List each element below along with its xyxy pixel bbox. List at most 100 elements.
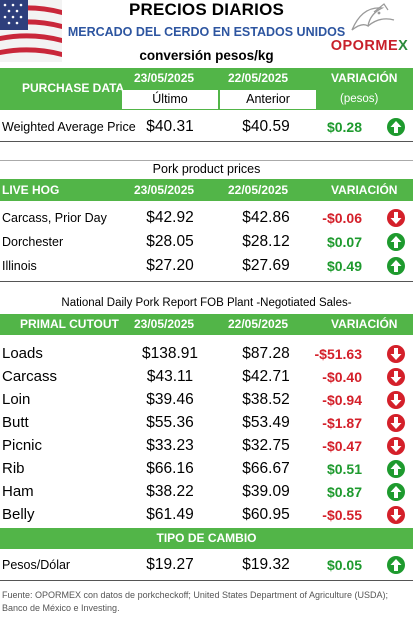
table-row: Dorchester $28.05 $28.12 $0.07 [0, 231, 413, 253]
livehog-header-bar: LIVE HOG 23/05/2025 22/05/2025 VARIACIÓN [0, 179, 413, 201]
row-label: Butt [2, 414, 29, 431]
column-date-current: 23/05/2025 [134, 71, 195, 85]
value-current: $19.27 [146, 556, 194, 573]
row-label: Rib [2, 460, 25, 477]
value-variation: -$0.40 [322, 369, 362, 385]
arrow-up-icon [386, 256, 406, 276]
value-variation: $0.49 [326, 258, 362, 274]
value-current: $28.05 [146, 233, 194, 250]
value-variation: -$0.55 [322, 507, 362, 523]
value-current: $61.49 [146, 506, 194, 523]
value-variation: $0.07 [326, 234, 362, 250]
column-date-current: 23/05/2025 [134, 183, 195, 197]
opormex-logo [322, 0, 413, 62]
value-current: $138.91 [141, 345, 199, 362]
section-label: PURCHASE DATA [22, 81, 125, 95]
value-variation: $0.28 [326, 119, 362, 135]
row-label: Carcass [2, 368, 58, 385]
table-row: Carcass $43.11 $42.71 -$0.40 [0, 366, 413, 388]
arrow-up-icon [386, 482, 406, 502]
value-variation: $0.05 [326, 557, 362, 573]
conversion-note: conversión pesos/kg [139, 48, 274, 63]
arrow-down-icon [386, 344, 406, 364]
source-note: Fuente: OPORMEX con datos de porkcheckof… [2, 590, 389, 613]
arrow-up-icon [386, 117, 406, 137]
divider [0, 580, 413, 581]
value-previous: $32.75 [242, 437, 290, 454]
value-current: $66.16 [146, 460, 194, 477]
value-variation: $0.51 [326, 461, 362, 477]
table-row: Loin $39.46 $38.52 -$0.94 [0, 389, 413, 411]
opormex-logo-text: OPORMEX [330, 38, 409, 54]
row-label: Loads [2, 345, 43, 362]
page-subtitle: MERCADO DEL CERDO EN ESTADOS UNIDOS [67, 25, 346, 39]
arrow-up-icon [386, 555, 406, 575]
column-sub-previous: Anterior [220, 90, 316, 109]
row-label: Ham [2, 483, 34, 500]
purchase-header-bar: PURCHASE DATA 23/05/2025 22/05/2025 VARI… [0, 68, 413, 110]
divider [0, 141, 413, 142]
value-variation: -$0.94 [322, 392, 362, 408]
page-title: PRECIOS DIARIOS [128, 0, 285, 19]
column-date-previous: 22/05/2025 [228, 71, 289, 85]
column-variation: VARIACIÓN [331, 71, 398, 85]
value-previous: $87.28 [242, 345, 290, 362]
value-current: $42.92 [146, 209, 194, 226]
table-row: Belly $61.49 $60.95 -$0.55 [0, 504, 413, 526]
row-label: Loin [2, 391, 31, 408]
row-label: Carcass, Prior Day [2, 211, 107, 225]
column-variation: VARIACIÓN [331, 183, 398, 197]
value-previous: $40.59 [242, 118, 290, 135]
row-label: Pesos/Dólar [2, 558, 71, 572]
value-current: $39.46 [146, 391, 194, 408]
table-row: Loads $138.91 $87.28 -$51.63 [0, 343, 413, 365]
arrow-up-icon [386, 232, 406, 252]
row-label: Dorchester [2, 235, 64, 249]
row-label: Illinois [2, 259, 37, 273]
column-sub-current: Último [122, 90, 218, 109]
table-row: Ham $38.22 $39.09 $0.87 [0, 481, 413, 503]
row-label: Picnic [2, 437, 43, 454]
value-variation: -$0.47 [322, 438, 362, 454]
value-variation: -$51.63 [314, 346, 362, 362]
arrow-down-icon [386, 367, 406, 387]
divider [0, 160, 413, 161]
arrow-up-icon [386, 459, 406, 479]
value-current: $38.22 [146, 483, 194, 500]
value-previous: $39.09 [242, 483, 290, 500]
arrow-down-icon [386, 390, 406, 410]
value-previous: $42.71 [242, 368, 290, 385]
arrow-down-icon [386, 413, 406, 433]
column-sub-variation: (pesos) [340, 93, 379, 105]
us-flag-image [0, 0, 62, 62]
exchange-header-bar: TIPO DE CAMBIO [0, 528, 413, 549]
value-previous: $42.86 [242, 209, 290, 226]
table-row: Rib $66.16 $66.67 $0.51 [0, 458, 413, 480]
value-variation: -$0.06 [322, 210, 362, 226]
value-previous: $19.32 [242, 556, 290, 573]
section-title-pork: Pork product prices [152, 162, 261, 176]
value-current: $55.36 [146, 414, 194, 431]
arrow-down-icon [386, 436, 406, 456]
value-variation: -$1.87 [322, 415, 362, 431]
value-previous: $60.95 [242, 506, 290, 523]
arrow-down-icon [386, 505, 406, 525]
value-current: $33.23 [146, 437, 194, 454]
section-label: LIVE HOG [2, 183, 60, 197]
column-date-previous: 22/05/2025 [228, 317, 289, 331]
row-label: Weighted Average Price [2, 120, 136, 134]
table-row: Illinois $27.20 $27.69 $0.49 [0, 255, 413, 277]
cutout-header-bar: PRIMAL CUTOUT 23/05/2025 22/05/2025 VARI… [0, 314, 413, 335]
value-previous: $66.67 [242, 460, 290, 477]
value-variation: $0.87 [326, 484, 362, 500]
table-row: Pesos/Dólar $19.27 $19.32 $0.05 [0, 554, 413, 576]
table-row: Butt $55.36 $53.49 -$1.87 [0, 412, 413, 434]
table-row: Picnic $33.23 $32.75 -$0.47 [0, 435, 413, 457]
section-label: PRIMAL CUTOUT [20, 317, 119, 331]
divider [0, 281, 413, 282]
value-previous: $38.52 [242, 391, 290, 408]
arrow-down-icon [386, 208, 406, 228]
value-previous: $53.49 [242, 414, 290, 431]
column-variation: VARIACIÓN [331, 317, 398, 331]
value-current: $43.11 [146, 368, 194, 385]
